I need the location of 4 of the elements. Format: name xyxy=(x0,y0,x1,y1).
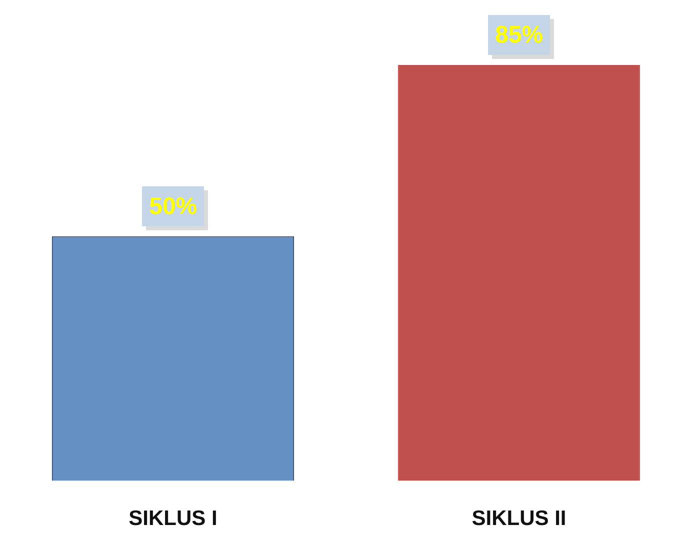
x-tick-label: SIKLUS II xyxy=(472,507,566,530)
data-label: 85% xyxy=(494,22,544,49)
x-tick-label: SIKLUS I xyxy=(128,507,218,530)
data-label: 50% xyxy=(148,192,198,220)
